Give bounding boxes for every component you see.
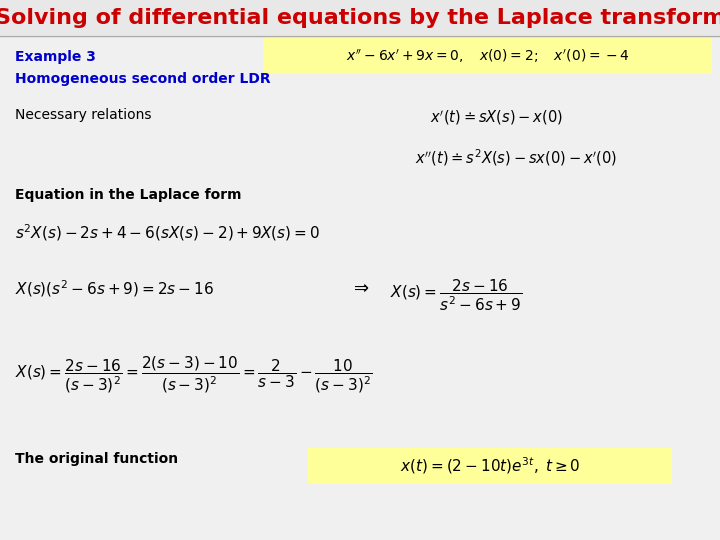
Text: $x'(t) \doteq sX(s) - x(0)$: $x'(t) \doteq sX(s) - x(0)$ [430,108,563,126]
Text: $x'' - 6x' + 9x = 0, \quad x(0) = 2; \quad x'(0) = -4$: $x'' - 6x' + 9x = 0, \quad x(0) = 2; \qu… [346,48,630,65]
Text: $X(s)(s^{2} - 6s + 9) = 2s - 16$: $X(s)(s^{2} - 6s + 9) = 2s - 16$ [15,278,214,299]
Text: $X(s) = \dfrac{2s - 16}{s^{2} - 6s + 9}$: $X(s) = \dfrac{2s - 16}{s^{2} - 6s + 9}$ [390,278,523,314]
Text: Equation in the Laplace form: Equation in the Laplace form [15,188,241,202]
Text: Homogeneous second order LDR: Homogeneous second order LDR [15,72,271,86]
Text: $X(s) = \dfrac{2s - 16}{(s-3)^{2}} = \dfrac{2(s-3) - 10}{(s-3)^{2}} = \dfrac{2}{: $X(s) = \dfrac{2s - 16}{(s-3)^{2}} = \df… [15,355,372,395]
Text: $x''(t) \doteq s^{2}X(s) - sx(0) - x'(0)$: $x''(t) \doteq s^{2}X(s) - sx(0) - x'(0)… [415,147,617,168]
FancyBboxPatch shape [308,448,672,484]
Text: $x(t) = (2 - 10t)e^{3t}, \; t \geq 0$: $x(t) = (2 - 10t)e^{3t}, \; t \geq 0$ [400,456,580,476]
Text: Necessary relations: Necessary relations [15,108,151,122]
Text: Solving of differential equations by the Laplace transform: Solving of differential equations by the… [0,8,720,28]
Text: The original function: The original function [15,452,178,466]
Text: Example 3: Example 3 [15,50,96,64]
Text: $s^{2}X(s) - 2s + 4 - 6(sX(s) - 2) + 9X(s) = 0$: $s^{2}X(s) - 2s + 4 - 6(sX(s) - 2) + 9X(… [15,222,320,242]
FancyBboxPatch shape [0,0,720,35]
Text: $\Rightarrow$: $\Rightarrow$ [350,278,369,296]
FancyBboxPatch shape [263,38,712,74]
